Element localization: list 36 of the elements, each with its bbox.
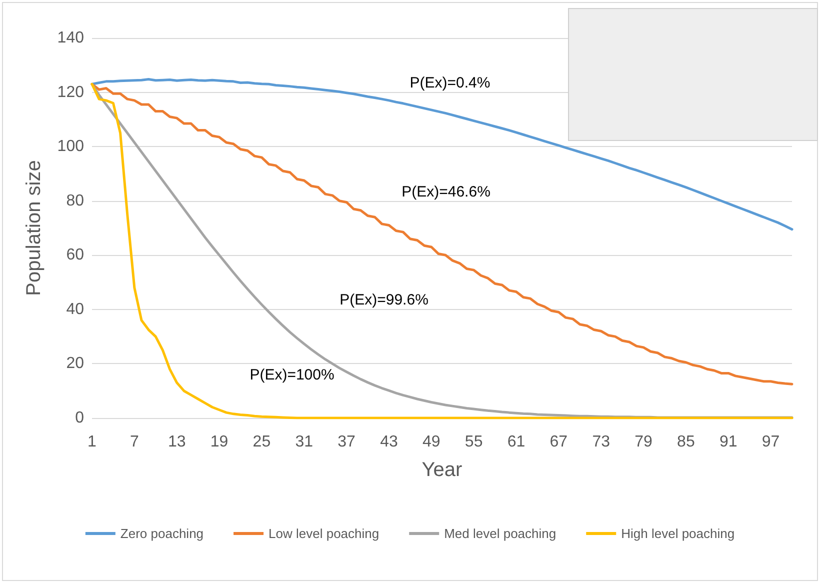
x-tick-label: 61 <box>507 434 526 450</box>
annotation: P(Ex)=0.4% <box>410 74 490 92</box>
legend-label: High level poaching <box>621 526 735 541</box>
annotation: P(Ex)=99.6% <box>340 292 428 308</box>
x-tick-label: 7 <box>130 434 139 450</box>
x-tick-label: 85 <box>677 434 695 450</box>
legend-label: Zero poaching <box>120 526 204 541</box>
y-axis-title: Population size <box>23 160 45 296</box>
x-tick-label: 67 <box>550 434 568 450</box>
legend-label: Low level poaching <box>268 526 380 541</box>
legend-label: Med level poaching <box>444 526 556 541</box>
x-tick-label: 55 <box>464 434 483 450</box>
y-tick-label: 0 <box>75 410 84 426</box>
x-tick-label: 13 <box>168 434 186 450</box>
y-tick-label: 60 <box>66 246 84 264</box>
y-tick-label: 40 <box>66 300 84 318</box>
x-tick-label: 25 <box>252 434 271 450</box>
x-tick-label: 31 <box>295 434 314 450</box>
x-tick-label: 43 <box>380 434 398 450</box>
x-tick-label: 97 <box>762 434 780 450</box>
y-tick-label: 20 <box>66 355 84 372</box>
x-tick-label: 91 <box>719 434 738 450</box>
x-tick-label: 49 <box>422 434 440 450</box>
y-tick-label: 140 <box>57 30 84 46</box>
x-tick-label: 79 <box>634 434 653 450</box>
x-tick-label: 37 <box>338 434 356 450</box>
line-series <box>90 78 794 231</box>
y-tick-label: 100 <box>57 138 84 156</box>
y-tick-label: 80 <box>66 192 84 210</box>
annotation: P(Ex)=46.6% <box>402 184 490 200</box>
x-tick-label: 73 <box>592 434 610 450</box>
y-tick-label: 120 <box>57 84 84 101</box>
x-tick-label: 19 <box>210 434 228 450</box>
annotation: P(Ex)=100% <box>250 366 334 384</box>
x-axis-title: Year <box>422 459 463 481</box>
x-tick-label: 1 <box>88 434 97 450</box>
